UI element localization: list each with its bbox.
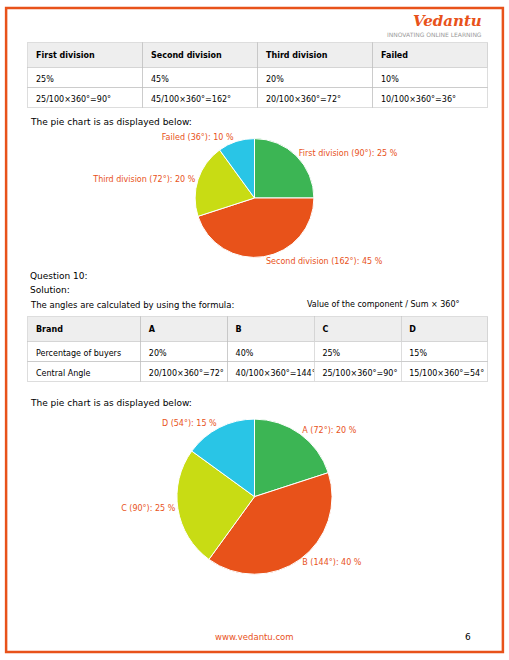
- svg-text:Question 10:: Question 10:: [30, 271, 88, 281]
- svg-text:6: 6: [465, 632, 471, 642]
- svg-text:10%: 10%: [381, 75, 399, 84]
- svg-text:B: B: [236, 325, 242, 334]
- svg-text:www.vedantu.com: www.vedantu.com: [215, 632, 294, 642]
- svg-text:C: C: [322, 325, 328, 334]
- svg-text:The pie chart is as displayed: The pie chart is as displayed below:: [30, 398, 192, 408]
- svg-text:Percentage of buyers: Percentage of buyers: [36, 349, 121, 358]
- svg-text:20%: 20%: [266, 75, 284, 84]
- svg-text:20/100×360°=72°: 20/100×360°=72°: [149, 369, 224, 378]
- svg-text:40/100×360°=144°: 40/100×360°=144°: [236, 369, 316, 378]
- svg-text:20/100×360°=72°: 20/100×360°=72°: [266, 95, 341, 104]
- svg-text:25/100×360°=90°: 25/100×360°=90°: [36, 95, 111, 104]
- svg-text:25%: 25%: [322, 349, 340, 358]
- svg-text:The angles are calculated by u: The angles are calculated by using the f…: [30, 300, 234, 310]
- svg-text:Vedantu: Vedantu: [413, 12, 482, 30]
- svg-text:45%: 45%: [151, 75, 169, 84]
- svg-text:Third division: Third division: [266, 51, 328, 60]
- svg-text:15/100×360°=54°: 15/100×360°=54°: [409, 369, 484, 378]
- svg-text:Third division (72°): 20 %: Third division (72°): 20 %: [92, 175, 195, 184]
- svg-text:INNOVATING ONLINE LEARNING: INNOVATING ONLINE LEARNING: [387, 31, 482, 38]
- svg-text:First division: First division: [36, 51, 95, 60]
- svg-text:Failed: Failed: [381, 51, 408, 60]
- svg-text:15%: 15%: [409, 349, 427, 358]
- svg-text:25/100×360°=90°: 25/100×360°=90°: [322, 369, 397, 378]
- svg-text:Second division: Second division: [151, 51, 222, 60]
- svg-text:20%: 20%: [149, 349, 167, 358]
- svg-text:B (144°): 40 %: B (144°): 40 %: [302, 558, 362, 567]
- svg-text:D (54°): 15 %: D (54°): 15 %: [162, 419, 217, 428]
- svg-text:Solution:: Solution:: [30, 285, 70, 295]
- svg-text:Failed (36°): 10 %: Failed (36°): 10 %: [162, 133, 234, 142]
- svg-text:First division (90°): 25 %: First division (90°): 25 %: [299, 149, 398, 158]
- svg-text:40%: 40%: [236, 349, 254, 358]
- svg-text:Value of the component / Sum ×: Value of the component / Sum × 360°: [307, 300, 459, 309]
- svg-text:Central Angle: Central Angle: [36, 369, 91, 378]
- svg-text:45/100×360°=162°: 45/100×360°=162°: [151, 95, 231, 104]
- svg-text:A (72°): 20 %: A (72°): 20 %: [302, 426, 356, 435]
- svg-text:Brand: Brand: [36, 325, 63, 334]
- svg-text:D: D: [409, 325, 416, 334]
- svg-text:Second division (162°): 45 %: Second division (162°): 45 %: [266, 257, 383, 266]
- svg-text:10/100×360°=36°: 10/100×360°=36°: [381, 95, 456, 104]
- svg-text:25%: 25%: [36, 75, 54, 84]
- svg-text:C (90°): 25 %: C (90°): 25 %: [121, 504, 176, 513]
- svg-text:A: A: [149, 325, 156, 334]
- svg-text:The pie chart is as displayed: The pie chart is as displayed below:: [30, 117, 192, 127]
